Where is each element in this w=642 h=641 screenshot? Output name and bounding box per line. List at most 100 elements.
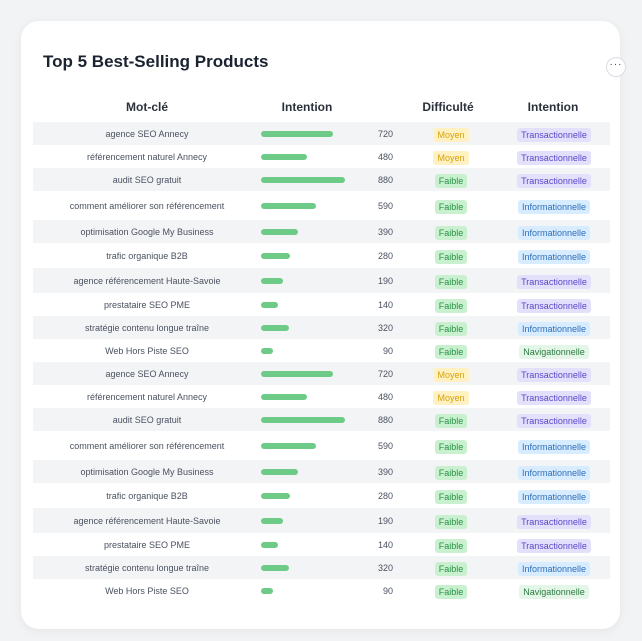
volume-bar xyxy=(261,468,361,475)
keyword-cell: comment améliorer son référencement xyxy=(69,200,225,211)
keyword-cell: agence référencement Haute-Savoie xyxy=(73,515,221,526)
volume-bar xyxy=(261,517,361,524)
table-row[interactable]: Web Hors Piste SEO 90 Faible Navigationnell… xyxy=(33,579,610,602)
volume-bar xyxy=(261,587,361,594)
volume-bar xyxy=(261,301,361,308)
volume-value: 590 xyxy=(377,440,393,451)
difficulty-badge: Faible xyxy=(434,321,468,336)
volume-value: 280 xyxy=(377,250,393,261)
intent-badge: Transactionnelle xyxy=(517,413,591,428)
more-options-button[interactable]: ··· xyxy=(606,57,626,77)
volume-value: 720 xyxy=(377,368,393,379)
volume-bar xyxy=(261,324,361,331)
difficulty-badge: Faible xyxy=(434,344,468,359)
intent-badge: Transactionnelle xyxy=(517,150,591,165)
volume-bar xyxy=(261,442,361,449)
intent-badge: Informationnelle xyxy=(517,465,591,480)
volume-value: 880 xyxy=(377,414,393,425)
volume-value: 280 xyxy=(377,490,393,501)
volume-bar-fill xyxy=(261,130,333,137)
volume-value: 390 xyxy=(377,226,393,237)
intent-badge: Informationnelle xyxy=(517,321,591,336)
difficulty-badge: Faible xyxy=(434,274,468,289)
table-row[interactable]: comment améliorer son référencement 590 Fa… xyxy=(33,431,610,460)
table-row[interactable]: stratégie contenu longue traîne 320 Faible… xyxy=(33,316,610,339)
volume-bar-fill xyxy=(261,202,316,209)
difficulty-badge: Moyen xyxy=(433,367,469,382)
volume-value: 140 xyxy=(377,539,393,550)
table-row[interactable]: agence référencement Haute-Savoie 190 Faib… xyxy=(33,268,610,293)
volume-value: 190 xyxy=(377,275,393,286)
table-row[interactable]: optimisation Google My Business 390 Faible… xyxy=(33,460,610,483)
table-row[interactable]: agence SEO Annecy 720 Moyen Transactionnell… xyxy=(33,362,610,385)
volume-value: 480 xyxy=(377,391,393,402)
table-row[interactable]: référencement naturel Annecy 480 Moyen Tran… xyxy=(33,385,610,408)
volume-bar-fill xyxy=(261,492,290,499)
table-row[interactable]: prestataire SEO PME 140 Faible Transactionn… xyxy=(33,533,610,556)
volume-bar-fill xyxy=(261,370,333,377)
volume-value: 390 xyxy=(377,466,393,477)
keyword-cell: référencement naturel Annecy xyxy=(86,391,208,402)
intent-badge: Transactionnelle xyxy=(517,298,591,313)
volume-bar xyxy=(261,277,361,284)
more-icon: ··· xyxy=(609,59,623,70)
volume-bar-fill xyxy=(261,228,298,235)
header-keyword[interactable]: Mot-clé xyxy=(126,100,168,114)
table-row[interactable]: Web Hors Piste SEO 90 Faible Navigationnell… xyxy=(33,339,610,362)
intent-badge: Navigationnelle xyxy=(519,344,589,359)
volume-bar-fill xyxy=(261,517,283,524)
keyword-cell: Web Hors Piste SEO xyxy=(105,345,189,356)
volume-value: 90 xyxy=(382,585,393,596)
volume-bar xyxy=(261,252,361,259)
table-row[interactable]: audit SEO gratuit 880 Faible Transactionnel… xyxy=(33,408,610,431)
table-row[interactable]: comment améliorer son référencement 590 Fa… xyxy=(33,191,610,220)
table-row[interactable]: trafic organique B2B 280 Faible Information… xyxy=(33,243,610,268)
table-row[interactable]: prestataire SEO PME 140 Faible Transactionn… xyxy=(33,293,610,316)
volume-bar-fill xyxy=(261,277,283,284)
intent-badge: Informationnelle xyxy=(517,199,591,214)
header-intent-bar[interactable]: Intention xyxy=(281,100,333,114)
table-row[interactable]: audit SEO gratuit 880 Faible Transactionnel… xyxy=(33,168,610,191)
difficulty-badge: Faible xyxy=(434,413,468,428)
table-row[interactable]: trafic organique B2B 280 Faible Information… xyxy=(33,483,610,508)
table-row[interactable]: optimisation Google My Business 390 Faible… xyxy=(33,220,610,243)
intent-badge: Transactionnelle xyxy=(517,514,591,529)
volume-bar-fill xyxy=(261,301,278,308)
table-row[interactable]: stratégie contenu longue traîne 320 Faible… xyxy=(33,556,610,579)
volume-value: 90 xyxy=(382,345,393,356)
difficulty-badge: Faible xyxy=(434,489,468,504)
volume-value: 880 xyxy=(377,174,393,185)
volume-bar xyxy=(261,393,361,400)
keyword-cell: audit SEO gratuit xyxy=(112,414,182,425)
table-row[interactable]: référencement naturel Annecy 480 Moyen Tran… xyxy=(33,145,610,168)
volume-bar-fill xyxy=(261,153,307,160)
keyword-cell: agence SEO Annecy xyxy=(105,128,189,139)
keyword-cell: stratégie contenu longue traîne xyxy=(84,322,210,333)
volume-value: 320 xyxy=(377,562,393,573)
intent-badge: Transactionnelle xyxy=(517,367,591,382)
header-difficulty[interactable]: Difficulté xyxy=(422,100,474,114)
table-row[interactable]: agence référencement Haute-Savoie 190 Faib… xyxy=(33,508,610,533)
intent-badge: Transactionnelle xyxy=(517,390,591,405)
keyword-cell: référencement naturel Annecy xyxy=(86,151,208,162)
difficulty-badge: Moyen xyxy=(433,127,469,142)
volume-bar xyxy=(261,202,361,209)
intent-badge: Informationnelle xyxy=(517,561,591,576)
volume-bar xyxy=(261,492,361,499)
keyword-cell: agence SEO Annecy xyxy=(105,368,189,379)
intent-badge: Informationnelle xyxy=(517,249,591,264)
keyword-cell: Web Hors Piste SEO xyxy=(105,585,189,596)
volume-bar xyxy=(261,130,361,137)
table-row[interactable]: agence SEO Annecy 720 Moyen Transactionnell… xyxy=(33,122,610,145)
keyword-cell: optimisation Google My Business xyxy=(80,466,214,477)
keyword-cell: stratégie contenu longue traîne xyxy=(84,562,210,573)
difficulty-badge: Faible xyxy=(434,439,468,454)
volume-bar xyxy=(261,176,361,183)
volume-bar xyxy=(261,228,361,235)
volume-bar-fill xyxy=(261,416,345,423)
intent-badge: Transactionnelle xyxy=(517,173,591,188)
difficulty-badge: Faible xyxy=(434,561,468,576)
volume-bar xyxy=(261,370,361,377)
header-intent[interactable]: Intention xyxy=(527,100,579,114)
difficulty-badge: Faible xyxy=(434,249,468,264)
